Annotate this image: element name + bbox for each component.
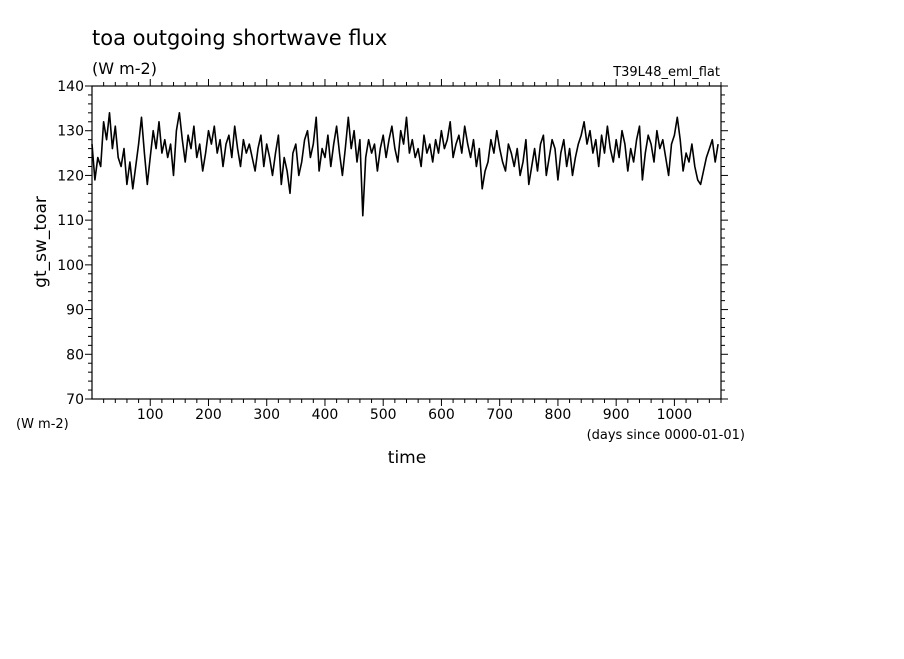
chart-subtitle: (W m-2) bbox=[92, 59, 157, 78]
series-line bbox=[91, 112, 719, 217]
x-tick-label: 500 bbox=[370, 407, 397, 423]
y-axis: 70 80 90 100 110 120 130 140 bbox=[57, 79, 728, 408]
y-tick-label: 110 bbox=[57, 213, 84, 229]
x-unit-label: (days since 0000-01-01) bbox=[587, 428, 745, 443]
x-tick-label: 600 bbox=[428, 407, 455, 423]
chart-title: toa outgoing shortwave flux bbox=[92, 26, 387, 50]
x-axis: 100 200 300 400 500 600 700 800 900 1000 bbox=[103, 79, 722, 423]
x-tick-label: 200 bbox=[195, 407, 222, 423]
y-tick-label: 80 bbox=[66, 347, 84, 363]
y-tick-label: 90 bbox=[66, 303, 84, 319]
x-tick-label: 900 bbox=[603, 407, 630, 423]
series-layer bbox=[91, 112, 719, 217]
plot-frame bbox=[91, 85, 722, 400]
y-tick-label: 120 bbox=[57, 168, 84, 184]
y-tick-label: 100 bbox=[57, 258, 84, 274]
y-unit-label: (W m-2) bbox=[16, 417, 69, 432]
x-tick-label: 400 bbox=[312, 407, 339, 423]
x-tick-label: 800 bbox=[545, 407, 572, 423]
y-tick-label: 70 bbox=[66, 392, 84, 408]
x-axis-label: time bbox=[388, 448, 426, 468]
y-tick-label: 130 bbox=[57, 124, 84, 140]
x-tick-label: 1000 bbox=[657, 407, 693, 423]
run-label: T39L48_eml_flat bbox=[612, 65, 720, 80]
y-tick-label: 140 bbox=[57, 79, 84, 95]
x-tick-label: 300 bbox=[253, 407, 280, 423]
x-tick-label: 100 bbox=[137, 407, 164, 423]
y-axis-label: gt_sw_toar bbox=[31, 196, 51, 288]
x-tick-label: 700 bbox=[486, 407, 513, 423]
